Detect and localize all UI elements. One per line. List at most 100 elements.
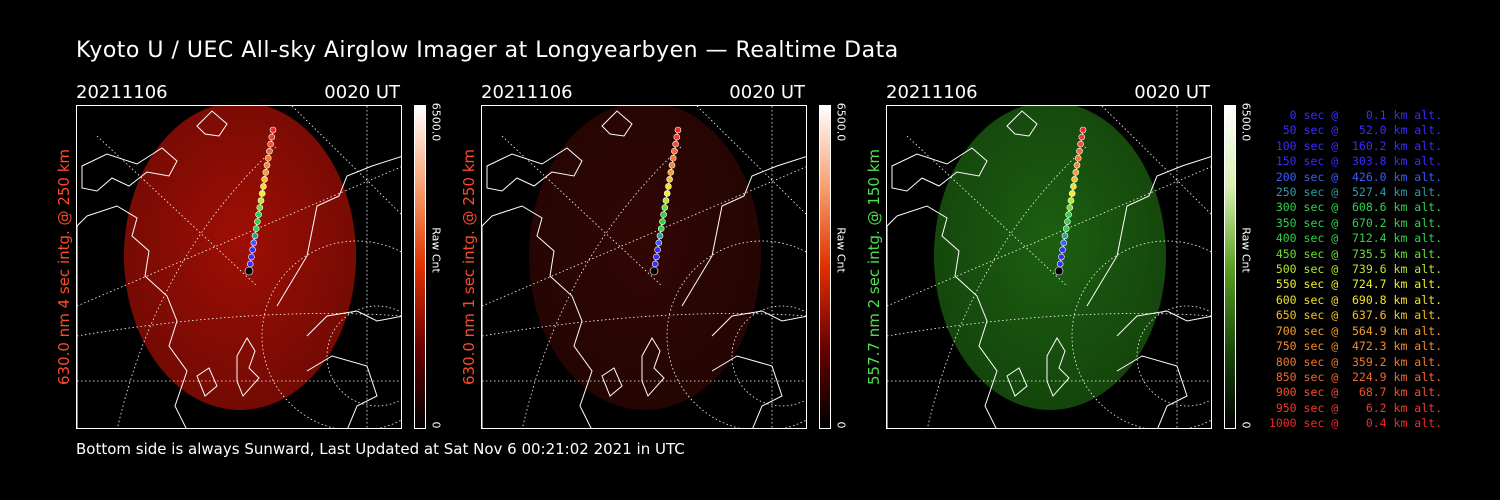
colorbar	[414, 105, 426, 429]
trajectory-point	[251, 232, 259, 240]
trajectory-point	[249, 246, 256, 254]
trajectory-point	[263, 161, 271, 169]
trajectory-point	[256, 204, 264, 211]
colorbar	[819, 105, 831, 429]
coastline	[1116, 310, 1211, 337]
trajectory-point	[1073, 161, 1081, 169]
legend-row: 350 sec @ 670.2 km alt.	[1268, 215, 1442, 230]
colorbar-min-label: 0	[429, 421, 443, 429]
parallel-line	[77, 313, 401, 337]
trajectory-point	[655, 239, 663, 247]
coastline	[1116, 355, 1188, 428]
coastline	[1006, 367, 1028, 397]
legend-row: 550 sec @ 724.7 km alt.	[1268, 277, 1442, 292]
coastline	[601, 367, 623, 397]
trajectory-point	[668, 161, 676, 169]
parallel-line	[482, 166, 806, 307]
trajectory-point	[1074, 154, 1082, 162]
page-title: Kyoto U / UEC All-sky Airglow Imager at …	[76, 38, 899, 63]
airglow-disk	[124, 106, 356, 410]
coastline	[236, 337, 260, 397]
legend-row: 400 sec @ 712.4 km alt.	[1268, 231, 1442, 246]
legend-row: 100 sec @ 160.2 km alt.	[1268, 138, 1442, 153]
legend-row: 800 sec @ 359.2 km alt.	[1268, 354, 1442, 369]
trajectory-point	[1059, 246, 1066, 254]
panel-date: 20211106	[481, 82, 573, 103]
trajectory-point	[654, 246, 661, 254]
legend-row: 900 sec @ 68.7 km alt.	[1268, 385, 1442, 400]
coastline	[711, 310, 806, 337]
trajectory-point	[665, 183, 672, 190]
trajectory-point	[1061, 232, 1069, 240]
trajectory-point	[659, 218, 666, 225]
trajectory-point	[673, 133, 681, 141]
legend-row: 150 sec @ 303.8 km alt.	[1268, 154, 1442, 169]
latitude-circle	[1136, 305, 1211, 407]
coastline	[276, 156, 401, 307]
airglow-disk	[529, 106, 761, 410]
parallel-line	[927, 145, 1088, 428]
trajectory-point	[1060, 239, 1068, 247]
meridian-line	[501, 135, 663, 287]
trajectory-point	[1072, 169, 1080, 176]
trajectory-point	[669, 154, 677, 162]
trajectory-point	[262, 169, 270, 176]
latitude-circle	[731, 305, 806, 407]
panel-time: 0020 UT	[1134, 82, 1210, 103]
coastline	[601, 110, 633, 137]
panel-time: 0020 UT	[729, 82, 805, 103]
trajectory-point	[660, 211, 667, 218]
trajectory-point	[666, 176, 673, 183]
legend-row: 450 sec @ 735.5 km alt.	[1268, 246, 1442, 261]
trajectory-point	[267, 140, 274, 148]
coastline	[711, 355, 783, 428]
trajectory-point	[258, 190, 266, 197]
legend-row: 1000 sec @ 0.4 km alt.	[1268, 416, 1442, 431]
trajectory-point	[1056, 260, 1064, 268]
colorbar-min-label: 0	[1239, 421, 1253, 429]
panel-ylabel: 630.0 nm 1 sec intg. @ 250 km	[459, 105, 479, 429]
panel-ylabel-text: 557.7 nm 2 sec intg. @ 150 km	[865, 148, 883, 386]
trajectory-point	[1071, 176, 1078, 183]
image-panel-2: 20211106 0020 UT 630.0 nm 1 sec intg. @ …	[460, 80, 848, 430]
trajectory-point	[1054, 266, 1064, 276]
parallel-line	[117, 145, 278, 428]
trajectory-point	[248, 253, 255, 261]
trajectory-point	[661, 204, 669, 211]
panel-date: 20211106	[76, 82, 168, 103]
legend-row: 950 sec @ 6.2 km alt.	[1268, 400, 1442, 415]
trajectory-point	[667, 169, 675, 176]
all-sky-image	[76, 105, 402, 429]
trajectory-point	[653, 253, 660, 261]
colorbar-max-label: 6500.0	[429, 102, 443, 142]
trajectory-point	[662, 197, 670, 204]
trajectory-point	[244, 266, 254, 276]
trajectory-point	[266, 147, 273, 155]
panel-ylabel-text: 630.0 nm 4 sec intg. @ 250 km	[55, 148, 73, 386]
panel-date: 20211106	[886, 82, 978, 103]
trajectory-legend: 0 sec @ 0.1 km alt. 50 sec @ 52.0 km alt…	[1262, 108, 1442, 432]
legend-row: 0 sec @ 0.1 km alt.	[1268, 108, 1442, 122]
colorbar	[1224, 105, 1236, 429]
panel-ylabel: 630.0 nm 4 sec intg. @ 250 km	[54, 105, 74, 429]
coastline	[196, 110, 228, 137]
trajectory-point	[1065, 211, 1072, 218]
coastline	[1086, 156, 1211, 307]
trajectory-point	[1058, 253, 1065, 261]
trajectory-point	[246, 260, 254, 268]
image-panel-1: 20211106 0020 UT 630.0 nm 4 sec intg. @ …	[55, 80, 443, 430]
legend-row: 700 sec @ 564.9 km alt.	[1268, 323, 1442, 338]
trajectory-point	[255, 211, 262, 218]
legend-row: 200 sec @ 426.0 km alt.	[1268, 169, 1442, 184]
coastline	[482, 205, 593, 428]
legend-row: 650 sec @ 637.6 km alt.	[1268, 308, 1442, 323]
colorbar-unit-label: Raw Cnt	[429, 227, 443, 273]
image-panel-3: 20211106 0020 UT 557.7 nm 2 sec intg. @ …	[865, 80, 1253, 430]
panel-time: 0020 UT	[324, 82, 400, 103]
trajectory-point	[264, 154, 272, 162]
trajectory-point	[268, 133, 276, 141]
panel-ylabel-text: 630.0 nm 1 sec intg. @ 250 km	[460, 148, 478, 386]
trajectory-point	[1079, 126, 1087, 134]
legend-row: 750 sec @ 472.3 km alt.	[1268, 339, 1442, 354]
coastline	[1006, 110, 1038, 137]
